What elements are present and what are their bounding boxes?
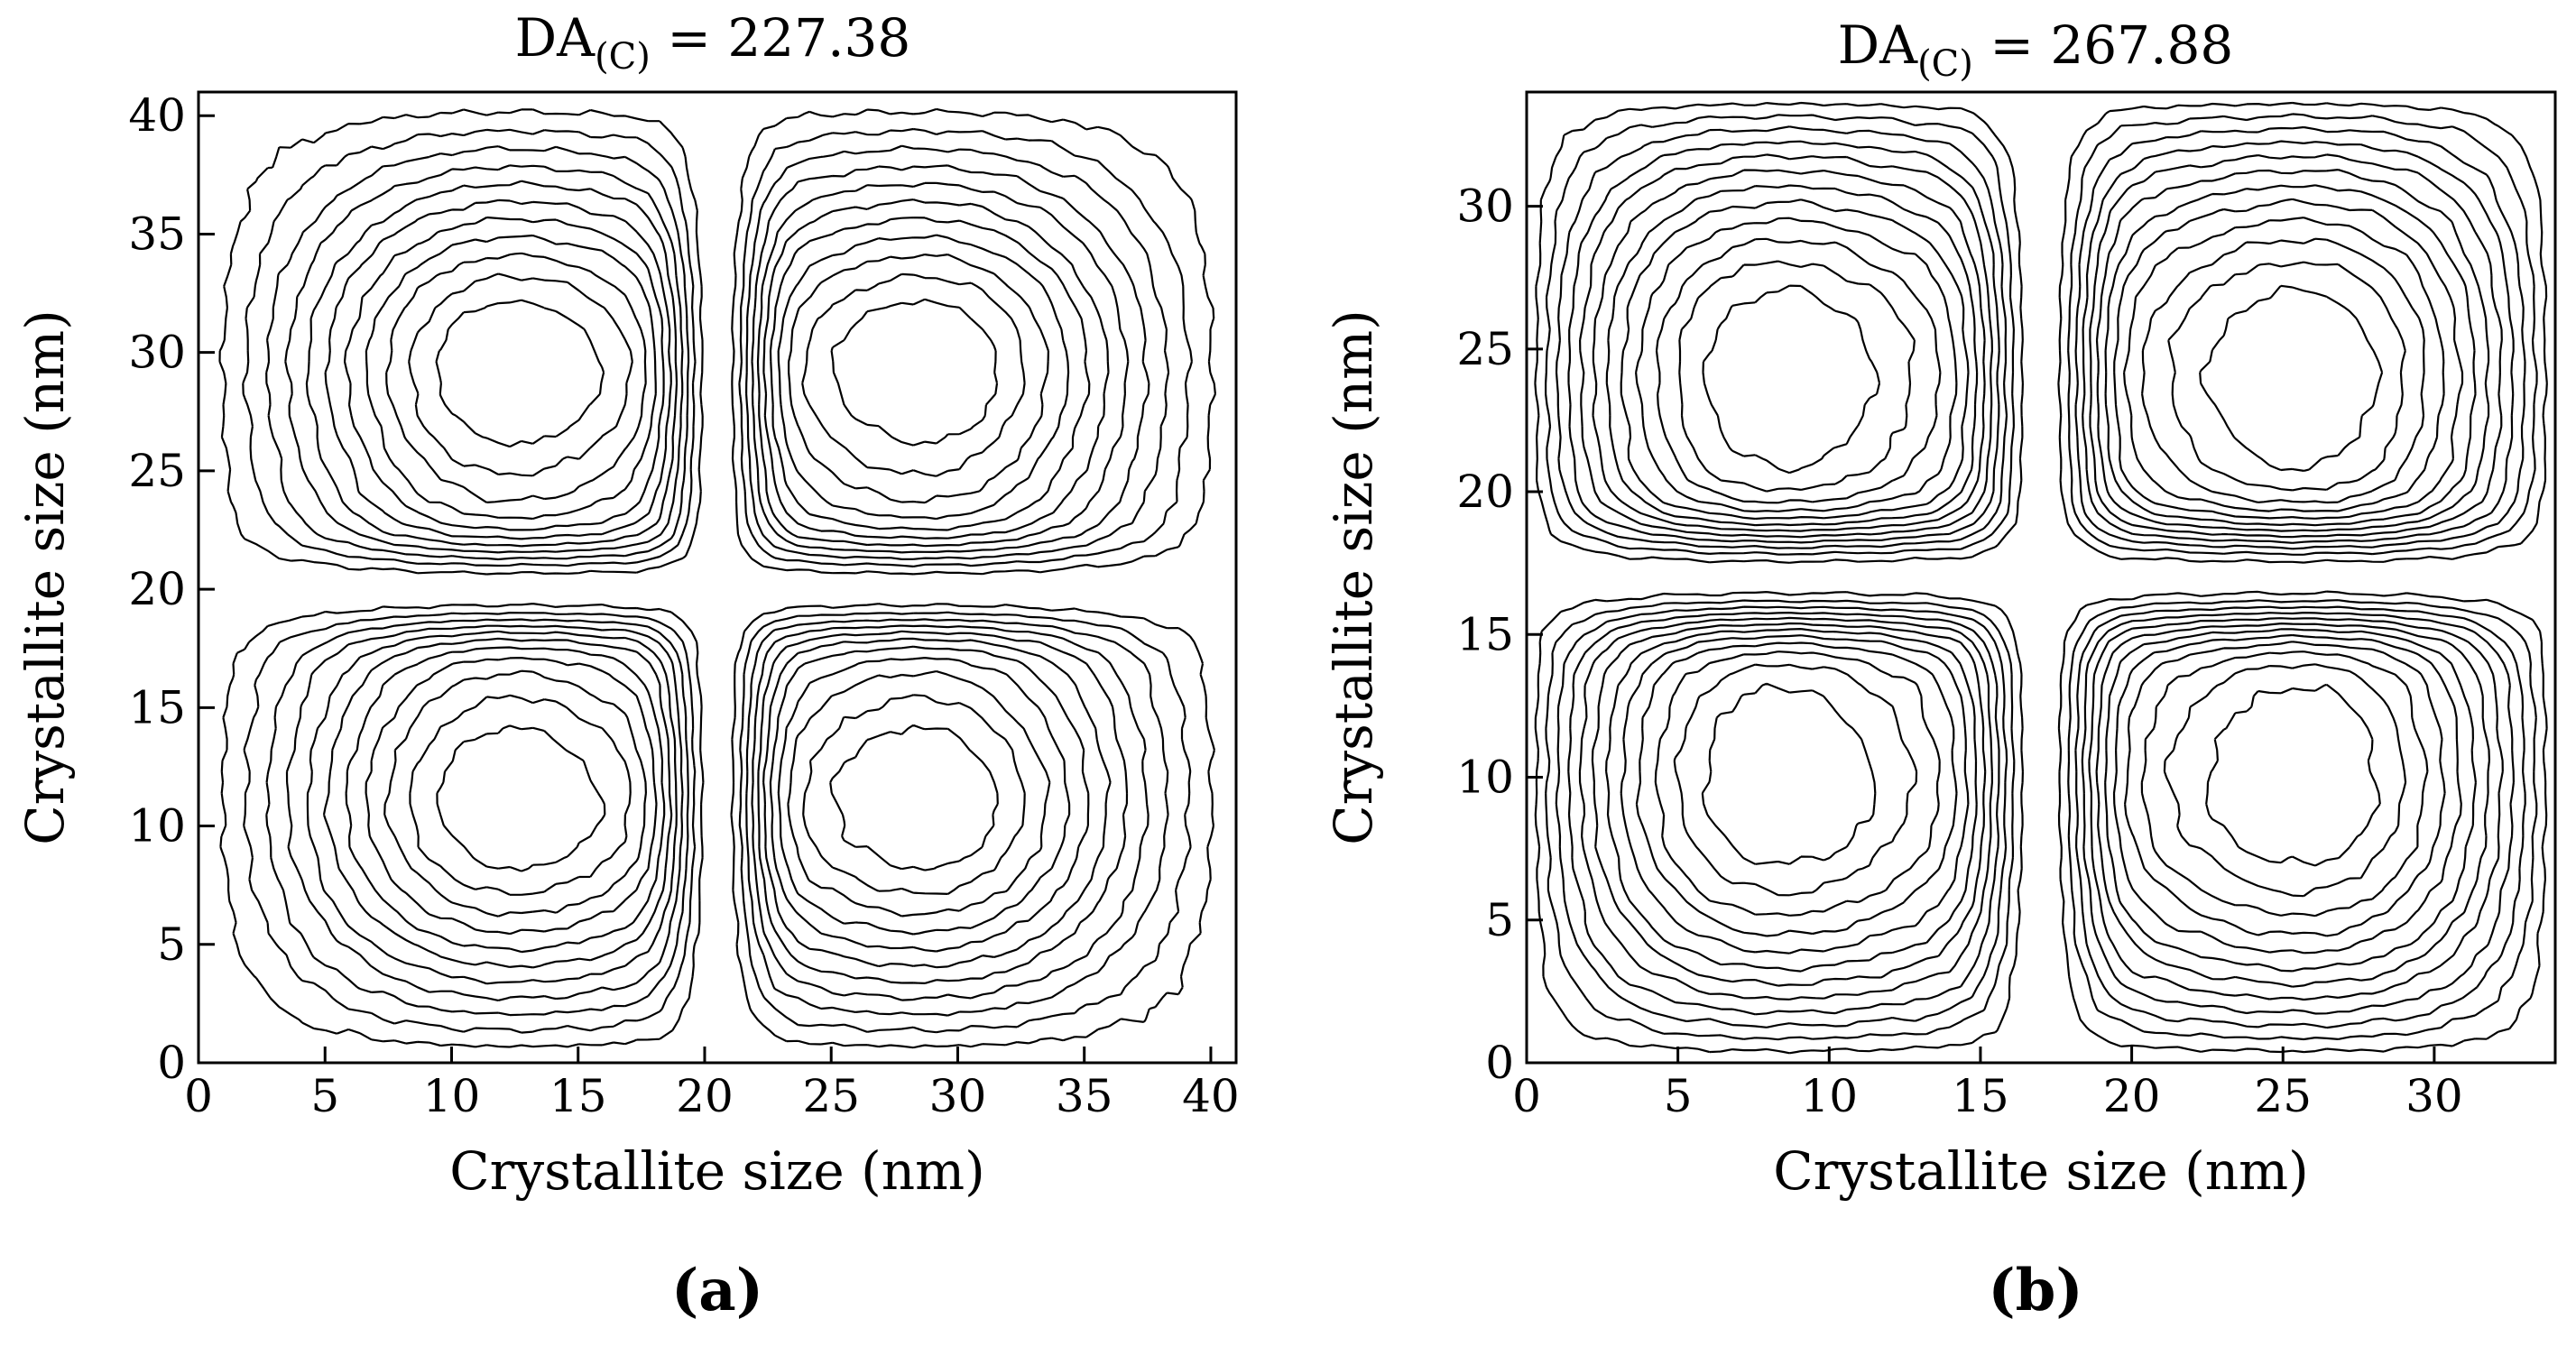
contour-level-1 — [1534, 101, 2548, 1055]
y-tick-label: 10 — [128, 800, 186, 853]
contour-lines — [1534, 101, 2548, 1055]
contour-level-4 — [1567, 140, 2515, 1016]
x-tick-label: 30 — [929, 1070, 987, 1122]
x-tick-label: 25 — [2254, 1070, 2312, 1122]
contour-level-11 — [435, 298, 999, 872]
contour-level-6 — [1591, 169, 2490, 988]
contour-level-9 — [383, 252, 1051, 918]
x-tick-label: 10 — [1800, 1070, 1858, 1122]
panel-a: DA(C) = 227.38 0 5 10 15 20 25 30 35 40 0 5 10 15 20 25… — [0, 0, 1281, 1365]
x-tick-label: 0 — [184, 1070, 213, 1122]
y-tick-label: 10 — [1456, 752, 1514, 804]
contour-lines — [218, 107, 1216, 1049]
panel-caption: (b) — [1988, 1257, 2082, 1324]
contour-level-7 — [1605, 184, 2477, 973]
contour-level-10 — [1654, 237, 2429, 918]
chart-title: DA(C) = 227.38 — [515, 7, 911, 78]
contour-level-8 — [1620, 198, 2464, 955]
contour-level-1 — [218, 107, 1216, 1049]
contour-level-3 — [1555, 125, 2526, 1029]
x-tick-label: 15 — [549, 1070, 607, 1122]
contour-level-2 — [242, 127, 1193, 1034]
x-tick-label: 25 — [802, 1070, 860, 1122]
contour-chart-a: DA(C) = 227.38 0 5 10 15 20 25 30 35 40 0 5 10 15 20 25… — [14, 7, 1240, 1324]
y-tick-label: 5 — [157, 918, 186, 971]
y-tick-label: 30 — [1456, 180, 1514, 233]
y-tick-label: 25 — [128, 445, 186, 497]
y-tick-label: 35 — [128, 208, 186, 260]
x-tick-label: 5 — [1664, 1070, 1693, 1122]
x-tick-label: 20 — [676, 1070, 734, 1122]
y-tick-label: 0 — [157, 1037, 186, 1089]
contour-level-6 — [322, 198, 1112, 969]
y-axis-label: Crystallite size (nm) — [14, 309, 76, 844]
x-tick-label: 0 — [1512, 1070, 1541, 1122]
x-tick-label: 20 — [2103, 1070, 2161, 1122]
contour-level-3 — [265, 144, 1170, 1017]
y-tick-label: 15 — [1456, 608, 1514, 660]
contour-level-11 — [1673, 260, 2407, 898]
x-tick-label: 10 — [423, 1070, 481, 1122]
contour-level-4 — [284, 164, 1150, 1001]
y-tick-label: 15 — [128, 681, 186, 733]
y-tick-label: 40 — [128, 89, 186, 142]
y-axis-label: Crystallite size (nm) — [1323, 309, 1384, 844]
plot-frame — [197, 90, 1238, 1065]
panel-b: DA(C) = 267.88 0 5 10 15 20 25 30 0 5 10 15 20 25 30 Cr… — [1290, 0, 2576, 1365]
contour-level-12 — [1701, 284, 2384, 867]
x-axis-label: Crystallite size (nm) — [449, 1140, 984, 1202]
x-tick-label: 5 — [310, 1070, 339, 1122]
y-tick-label: 20 — [128, 563, 186, 615]
y-tick-label: 5 — [1485, 894, 1514, 946]
y-tick-label: 30 — [128, 327, 186, 379]
contour-level-2 — [1545, 113, 2538, 1041]
x-axis-label: Crystallite size (nm) — [1773, 1140, 2308, 1202]
y-tick-label: 20 — [1456, 466, 1514, 518]
y-tick-label: 0 — [1485, 1037, 1514, 1089]
contour-level-9 — [1635, 217, 2446, 937]
x-tick-label: 30 — [2405, 1070, 2463, 1122]
contour-level-8 — [365, 234, 1071, 936]
contour-level-5 — [1578, 153, 2504, 1001]
y-tick-label: 25 — [1456, 323, 1514, 375]
contour-level-7 — [343, 216, 1091, 954]
x-tick-label: 35 — [1056, 1070, 1113, 1122]
x-tick-label: 15 — [1952, 1070, 2009, 1122]
contour-chart-b: DA(C) = 267.88 0 5 10 15 20 25 30 0 5 10 15 20 25 30 Cr… — [1323, 14, 2557, 1324]
chart-title: DA(C) = 267.88 — [1838, 14, 2234, 85]
contour-level-5 — [305, 180, 1130, 985]
x-tick-label: 40 — [1182, 1070, 1240, 1122]
contour-level-10 — [408, 272, 1026, 896]
panel-caption: (a) — [671, 1257, 763, 1324]
plot-frame — [1525, 90, 2557, 1065]
